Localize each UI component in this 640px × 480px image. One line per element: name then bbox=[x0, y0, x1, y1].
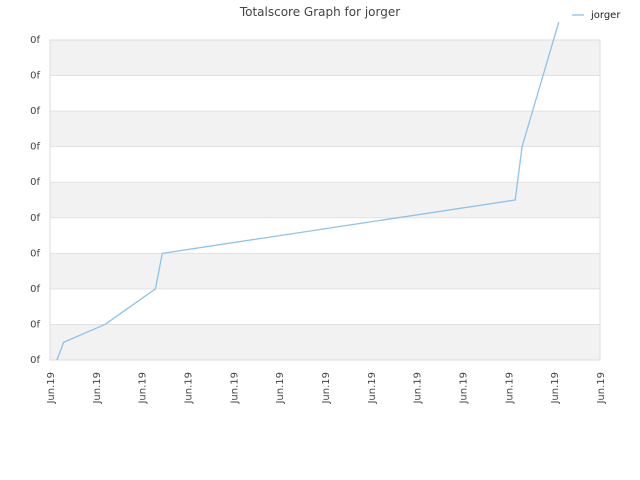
y-tick-label: 0f bbox=[30, 248, 40, 259]
x-tick-label: Jun.19 bbox=[413, 372, 424, 405]
x-tick-label: Jun.19 bbox=[459, 372, 470, 405]
x-tick-label: Jun.19 bbox=[138, 372, 149, 405]
x-tick-label: Jun.19 bbox=[550, 372, 561, 405]
y-tick-label: 0f bbox=[30, 284, 40, 295]
x-tick-label: Jun.19 bbox=[321, 372, 332, 405]
x-tick-label: Jun.19 bbox=[367, 372, 378, 405]
y-tick-label: 0f bbox=[30, 35, 40, 46]
plot-band bbox=[50, 324, 600, 360]
y-tick-label: 0f bbox=[30, 71, 40, 82]
plot-band bbox=[50, 40, 600, 76]
plot-frame bbox=[49, 39, 601, 361]
x-tick-label: Jun.19 bbox=[46, 372, 57, 405]
x-tick-label: Jun.19 bbox=[596, 372, 607, 405]
x-tick-label: Jun.19 bbox=[504, 372, 515, 405]
legend-label: jorger bbox=[590, 10, 621, 21]
plot-band bbox=[50, 111, 600, 147]
y-tick-label: 0f bbox=[30, 142, 40, 153]
x-tick-label: Jun.19 bbox=[92, 372, 103, 405]
y-tick-label: 0f bbox=[30, 177, 40, 188]
chart-title: Totalscore Graph for jorger bbox=[239, 5, 400, 19]
y-tick-label: 0f bbox=[30, 319, 40, 330]
y-tick-label: 0f bbox=[30, 106, 40, 117]
series-line-jorger bbox=[56, 22, 560, 361]
y-tick-label: 0f bbox=[30, 213, 40, 224]
x-tick-label: Jun.19 bbox=[229, 372, 240, 405]
plot-band bbox=[50, 253, 600, 289]
x-tick-label: Jun.19 bbox=[275, 372, 286, 405]
x-tick-label: Jun.19 bbox=[184, 372, 195, 405]
legend: jorger bbox=[572, 10, 621, 21]
y-tick-label: 0f bbox=[30, 355, 40, 366]
plot-band bbox=[50, 182, 600, 218]
